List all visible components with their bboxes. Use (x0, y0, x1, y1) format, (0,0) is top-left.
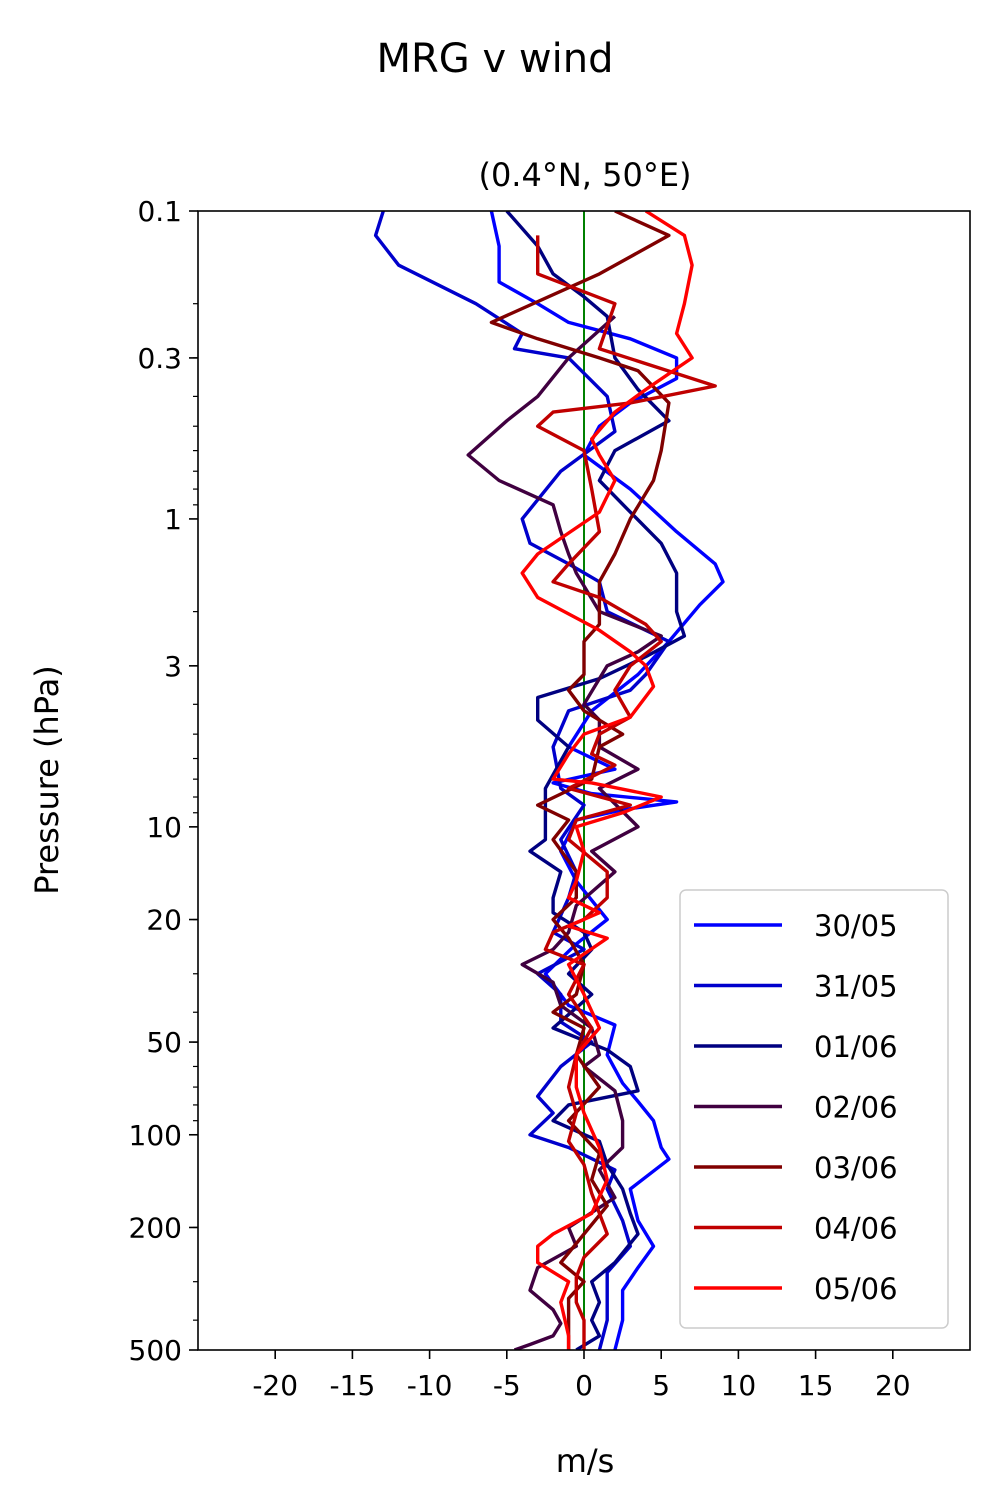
y-tick-label: 50 (146, 1026, 182, 1059)
series-line-1 (373, 211, 671, 1350)
x-tick-label: 15 (798, 1369, 834, 1402)
x-axis-label: m/s (556, 1442, 615, 1480)
y-tick-label: 10 (146, 811, 182, 844)
ticks-layer: -20 -15 -10 -5 0 5 10 15 20 0.1 0.3 1 3 10 20 50 100 200 5… (129, 195, 911, 1402)
y-tick-label: 1 (164, 503, 182, 536)
legend-box (679, 889, 949, 1329)
y-tick-label: 100 (129, 1119, 182, 1152)
legend-label-4: 03/06 (814, 1151, 898, 1185)
chart-subtitle: (0.4°N, 50°E) (478, 156, 691, 194)
legend-label-2: 01/06 (814, 1030, 898, 1064)
x-tick-label: 20 (875, 1369, 911, 1402)
x-tick-label: 0 (575, 1369, 593, 1402)
legend-label-6: 05/06 (814, 1272, 898, 1306)
x-tick-label: -15 (330, 1369, 376, 1402)
legend-label-0: 30/05 (814, 909, 898, 943)
series-line-0 (489, 211, 725, 1350)
x-tick-label: -10 (407, 1369, 453, 1402)
series-line-4 (489, 211, 671, 1350)
y-tick-label: 0.1 (137, 195, 182, 228)
y-axis-label: Pressure (hPa) (28, 665, 66, 895)
x-tick-label: -5 (493, 1369, 521, 1402)
legend-label-1: 31/05 (814, 970, 898, 1004)
series-line-3 (466, 315, 663, 1350)
y-tick-label: 200 (129, 1211, 182, 1244)
y-tick-label: 3 (164, 650, 182, 683)
y-tick-label: 500 (129, 1334, 182, 1367)
y-tick-label: 0.3 (137, 342, 182, 375)
series-layer (373, 211, 725, 1350)
series-line-5 (536, 235, 717, 1350)
y-tick-label: 20 (146, 904, 182, 937)
series-line-6 (520, 211, 694, 1350)
legend-label-5: 04/06 (814, 1212, 898, 1246)
x-tick-label: -20 (252, 1369, 298, 1402)
legend-label-3: 02/06 (814, 1091, 898, 1125)
legend: 30/05 31/05 01/06 02/06 03/06 04/06 05/06 (679, 889, 949, 1329)
series-line-2 (505, 211, 687, 1350)
chart-title: MRG v wind (377, 36, 614, 82)
x-tick-label: 10 (721, 1369, 757, 1402)
x-tick-label: 5 (652, 1369, 670, 1402)
